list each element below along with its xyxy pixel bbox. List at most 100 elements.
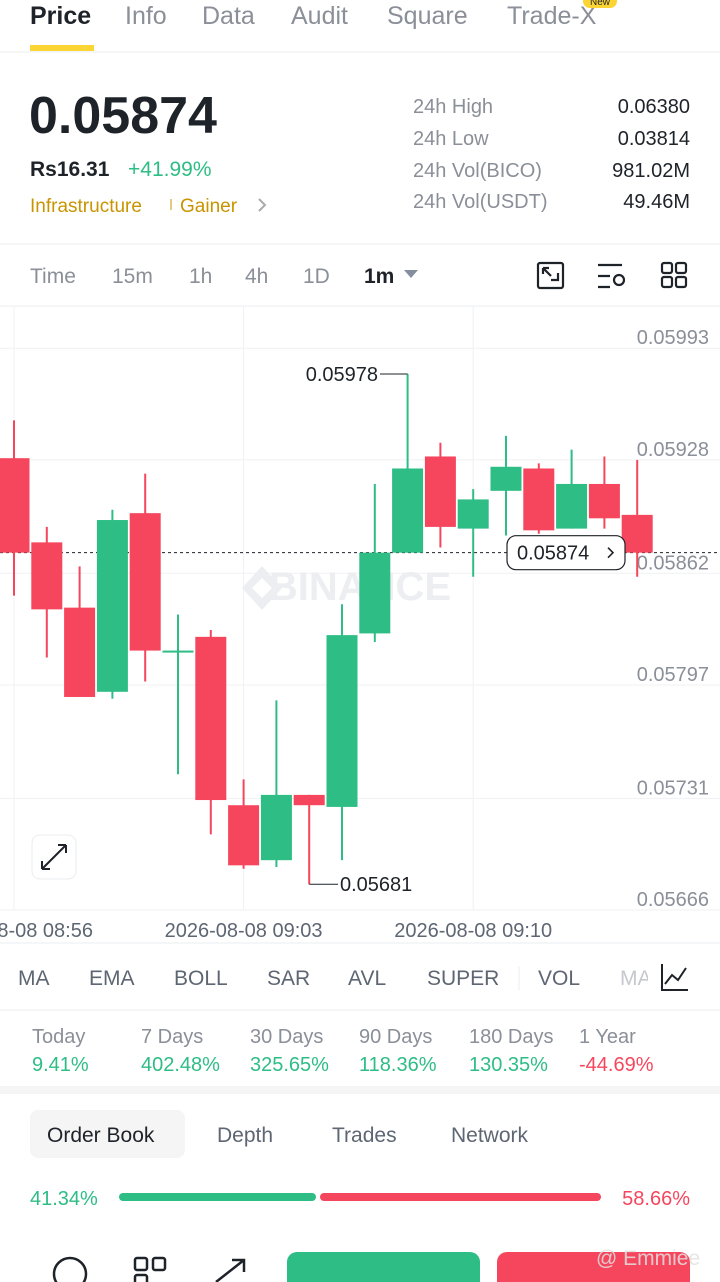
stat-value: 0.03814 xyxy=(618,128,690,150)
x-tick-label: 2026-08-08 09:03 xyxy=(165,920,323,942)
indicator[interactable]: SAR xyxy=(267,967,310,990)
stat-label: 24h High xyxy=(413,96,493,118)
candle-body xyxy=(162,650,194,653)
watermark: @ Emmiee xyxy=(596,1247,700,1270)
tab[interactable]: Trade-X xyxy=(507,2,597,30)
icon-layout[interactable] xyxy=(660,261,688,289)
high-label: 0.05978 xyxy=(306,364,378,386)
period-change: 402.48% xyxy=(141,1054,220,1076)
dropdown-arrow xyxy=(404,270,418,278)
chevron xyxy=(607,547,615,559)
stat-value: 49.46M xyxy=(623,191,690,213)
bid-percent: 41.34% xyxy=(30,1188,98,1210)
indicator[interactable]: AVL xyxy=(348,967,386,990)
ask-bar xyxy=(320,1193,601,1201)
sell-button[interactable] xyxy=(497,1252,690,1282)
interval[interactable]: Time xyxy=(30,265,76,288)
candle-body xyxy=(326,635,358,807)
y-tick-label: 0.05928 xyxy=(637,439,709,461)
tag[interactable]: Gainer xyxy=(180,196,238,217)
interval[interactable]: 4h xyxy=(245,265,268,288)
candle-body xyxy=(64,607,96,697)
candle-body xyxy=(621,514,653,553)
indicator[interactable]: MA xyxy=(18,967,50,990)
candle-body xyxy=(588,483,620,519)
candle-body xyxy=(424,456,456,527)
order-tab[interactable]: Depth xyxy=(217,1124,273,1147)
tab[interactable]: Audit xyxy=(291,2,348,30)
stat-label: 24h Low xyxy=(413,128,489,150)
indicator[interactable]: SUPER xyxy=(427,967,499,990)
icon-fullscreen[interactable] xyxy=(536,261,565,290)
ask-percent: 58.66% xyxy=(622,1188,690,1210)
interval[interactable]: 1h xyxy=(189,265,212,288)
local-price: Rs16.31 xyxy=(30,158,110,181)
buy-button[interactable] xyxy=(287,1252,480,1282)
tag[interactable]: Infrastructure xyxy=(30,196,142,217)
section-gap xyxy=(0,1086,720,1094)
indicator-bar: MA EMA BOLL SAR AVL SUPER VOL MA xyxy=(18,967,652,990)
y-tick-label: 0.05731 xyxy=(637,777,709,799)
y-tick-label: 0.05797 xyxy=(637,664,709,686)
icon-indicator[interactable] xyxy=(661,964,688,991)
period-change: 325.65% xyxy=(250,1054,329,1076)
order-tabs: Order Book Depth Trades Network xyxy=(47,1124,529,1147)
stat-value: 0.06380 xyxy=(618,96,690,118)
performance: Today 9.41% 7 Days 402.48% 30 Days 325.6… xyxy=(32,1026,654,1076)
candle-body xyxy=(293,794,325,806)
period-change: 118.36% xyxy=(359,1054,437,1076)
bottom-icons xyxy=(52,1256,246,1282)
candle-body xyxy=(96,520,128,692)
candle-body xyxy=(260,794,292,861)
last-price-label: 0.05874 xyxy=(517,543,589,565)
x-tick-label: 2026-08-08 08:56 xyxy=(0,920,93,942)
indicator[interactable]: MA xyxy=(620,967,652,990)
interval[interactable]: 15m xyxy=(112,265,153,288)
y-tick-label: 0.05666 xyxy=(637,889,709,911)
tab-active-bg xyxy=(30,1110,185,1158)
period: Today xyxy=(32,1026,85,1048)
candle-body xyxy=(0,458,30,553)
stats: 24h High 0.06380 24h Low 0.03814 24h Vol… xyxy=(413,96,690,213)
candle-body xyxy=(129,513,161,651)
indicator[interactable]: BOLL xyxy=(174,967,228,990)
order-tab[interactable]: Network xyxy=(451,1124,529,1147)
tab-indicator xyxy=(30,45,94,51)
tab[interactable]: Info xyxy=(125,2,167,30)
bid-bar xyxy=(119,1193,316,1201)
stat-label: 24h Vol(BICO) xyxy=(413,160,542,182)
period: 30 Days xyxy=(250,1026,323,1048)
icon-chat[interactable] xyxy=(52,1256,88,1282)
expand-button[interactable] xyxy=(31,834,77,880)
icon-settings[interactable] xyxy=(598,263,626,289)
y-tick-label: 0.05993 xyxy=(637,327,709,349)
chevron xyxy=(258,198,267,212)
watermark-logo xyxy=(242,566,282,610)
tab[interactable]: Square xyxy=(387,2,468,30)
candle-body xyxy=(523,468,555,531)
interval-bar: Time 15m 1h 4h 1D 1m xyxy=(30,265,394,288)
badge xyxy=(583,0,617,8)
icon-more[interactable] xyxy=(133,1256,167,1282)
tab[interactable]: Price xyxy=(30,2,91,30)
interval[interactable]: 1D xyxy=(303,265,330,288)
icon-trade[interactable] xyxy=(215,1258,246,1282)
candle-body xyxy=(31,542,63,610)
period-change: -44.69% xyxy=(579,1054,654,1076)
y-tick-label: 0.05862 xyxy=(637,552,709,574)
indicator[interactable]: EMA xyxy=(89,967,135,990)
order-tab[interactable]: Order Book xyxy=(47,1124,155,1147)
indicator[interactable]: VOL xyxy=(538,967,580,990)
period: 7 Days xyxy=(141,1026,203,1048)
candle-body xyxy=(490,466,522,491)
tab[interactable]: Data xyxy=(202,2,255,30)
candle-body xyxy=(359,552,391,634)
order-tab[interactable]: Trades xyxy=(332,1124,397,1147)
stat-label: 24h Vol(USDT) xyxy=(413,191,548,213)
tab-bar: Price Info Data Audit Square Trade-X xyxy=(30,2,597,30)
period: 1 Year xyxy=(579,1026,636,1048)
last-price-box xyxy=(506,535,626,571)
interval[interactable]: 1m xyxy=(364,265,394,288)
